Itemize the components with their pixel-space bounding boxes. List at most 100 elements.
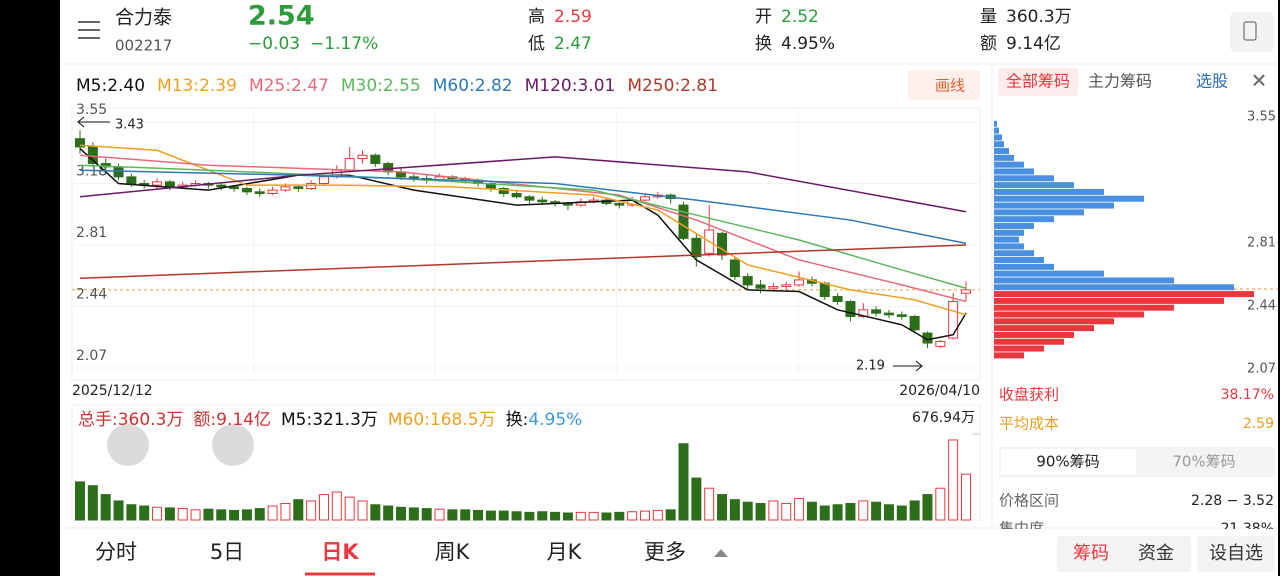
change-pct: −1.17% bbox=[310, 34, 378, 54]
volume-bar bbox=[383, 505, 394, 521]
draw-button[interactable] bbox=[908, 70, 980, 100]
chip-tab[interactable]: 主力筹码 bbox=[1088, 72, 1152, 91]
volume-legend: M5:321.3万 bbox=[281, 410, 378, 430]
row-label: 平均成本 bbox=[999, 415, 1059, 433]
action-button[interactable]: 资金 bbox=[1138, 543, 1174, 564]
x-tick-label: 2026/04/10 bbox=[899, 383, 980, 399]
bottom-tab[interactable]: 更多 bbox=[644, 540, 686, 564]
y-tick-label: 3.18 bbox=[76, 164, 107, 180]
volume-bar bbox=[665, 509, 676, 521]
chip-bar bbox=[994, 141, 1004, 148]
stat-label: 量 bbox=[980, 7, 997, 27]
ma-legend: M5:2.40 bbox=[76, 76, 145, 96]
tab-bg[interactable] bbox=[998, 68, 1078, 96]
annotation: 2.19 bbox=[856, 359, 885, 374]
action-button[interactable]: 设自选 bbox=[1209, 543, 1263, 564]
chip-tab-active[interactable] bbox=[1001, 449, 1136, 475]
volume-bar bbox=[858, 500, 869, 521]
candle-body bbox=[935, 340, 946, 347]
next-button[interactable] bbox=[212, 424, 254, 466]
ma-legend: M120:3.01 bbox=[525, 76, 616, 96]
volume-bar bbox=[396, 506, 407, 521]
stock-name: 合力泰 bbox=[115, 7, 172, 29]
chip-bar bbox=[994, 182, 1074, 189]
chip-bar bbox=[994, 270, 1104, 277]
volume-bar bbox=[806, 501, 817, 521]
ma-line bbox=[79, 148, 967, 341]
chip-bar bbox=[994, 168, 1034, 175]
arrow bbox=[77, 116, 110, 128]
bottom-tab[interactable]: 分时 bbox=[95, 540, 137, 564]
chip-bar bbox=[994, 188, 1104, 195]
candle-body bbox=[961, 289, 971, 294]
candle-body bbox=[691, 237, 702, 258]
chip-bar bbox=[994, 148, 1009, 155]
candle-body bbox=[152, 181, 163, 186]
chip-bar bbox=[994, 229, 1024, 236]
volume-bar bbox=[100, 494, 111, 521]
candle-body bbox=[164, 181, 175, 188]
candle-body bbox=[845, 301, 856, 317]
action-button[interactable]: 筹码 bbox=[1073, 543, 1109, 564]
candle-body bbox=[254, 191, 265, 194]
volume-bar bbox=[331, 491, 342, 521]
candle-body bbox=[768, 286, 779, 289]
ma-line bbox=[79, 154, 967, 303]
volume-bar bbox=[190, 509, 201, 521]
volume-bar bbox=[678, 443, 689, 521]
volume-bar bbox=[704, 487, 715, 521]
chip-bar bbox=[994, 338, 1064, 345]
chip-bar bbox=[994, 311, 1144, 318]
volume-bar bbox=[177, 508, 188, 521]
more-caret bbox=[714, 549, 728, 557]
chip-bar bbox=[994, 202, 1114, 209]
bottom-tab[interactable]: 5日 bbox=[210, 540, 244, 564]
volume-bar bbox=[562, 512, 573, 521]
volume-bar bbox=[152, 506, 163, 521]
volume-bar bbox=[203, 508, 214, 521]
volume-bar bbox=[832, 504, 843, 521]
chip-tick-label: 2.07 bbox=[1247, 362, 1276, 377]
candle-body bbox=[909, 315, 920, 331]
chip-range-tab[interactable]: 70%筹码 bbox=[1172, 453, 1235, 471]
volume-bar bbox=[434, 508, 445, 521]
ma-line bbox=[79, 169, 967, 245]
bottom-tab[interactable]: 日K bbox=[321, 540, 359, 564]
volume-bar bbox=[408, 507, 419, 521]
row-value: 2.59 bbox=[1243, 416, 1274, 432]
ma-legend: M250:2.81 bbox=[627, 76, 718, 96]
volume-bar bbox=[254, 508, 265, 521]
candle-body bbox=[537, 199, 548, 203]
bottom-tab[interactable]: 月K bbox=[547, 540, 583, 564]
candle-body bbox=[948, 301, 959, 339]
ma-line bbox=[79, 164, 967, 289]
close-icon[interactable]: ✕ bbox=[1251, 69, 1268, 93]
menu-icon[interactable] bbox=[78, 21, 100, 39]
bottom-tab[interactable]: 周K bbox=[435, 540, 471, 564]
prev-button[interactable] bbox=[107, 424, 149, 466]
chip-bar bbox=[994, 331, 1074, 338]
volume-bar bbox=[588, 511, 599, 521]
volume-bar bbox=[87, 485, 98, 521]
volume-bar bbox=[948, 439, 959, 521]
layout-button[interactable] bbox=[1230, 12, 1274, 52]
volume-bar bbox=[164, 507, 175, 521]
chip-bar bbox=[994, 236, 1019, 243]
volume-bar bbox=[819, 505, 830, 521]
volume-bar bbox=[113, 500, 124, 521]
chip-tab[interactable]: 选股 bbox=[1196, 72, 1228, 91]
volume-bar bbox=[267, 505, 278, 521]
volume-bar bbox=[75, 481, 85, 521]
candle-body bbox=[781, 284, 792, 288]
volume-bar bbox=[357, 500, 368, 521]
volume-bar bbox=[550, 511, 561, 521]
stat-label: 价格区间 bbox=[999, 492, 1059, 510]
chip-tab[interactable]: 全部筹码 bbox=[1006, 72, 1070, 91]
volume-bar bbox=[717, 494, 728, 521]
phone-icon bbox=[1243, 21, 1257, 41]
candle-body bbox=[126, 176, 137, 184]
chip-range-tab[interactable]: 90%筹码 bbox=[1036, 453, 1099, 471]
candle-body bbox=[883, 312, 894, 316]
candle-body bbox=[306, 183, 317, 189]
stat-value: 9.14亿 bbox=[1006, 34, 1061, 54]
